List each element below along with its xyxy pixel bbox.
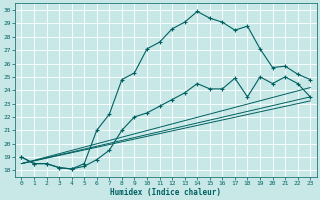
- X-axis label: Humidex (Indice chaleur): Humidex (Indice chaleur): [110, 188, 221, 197]
